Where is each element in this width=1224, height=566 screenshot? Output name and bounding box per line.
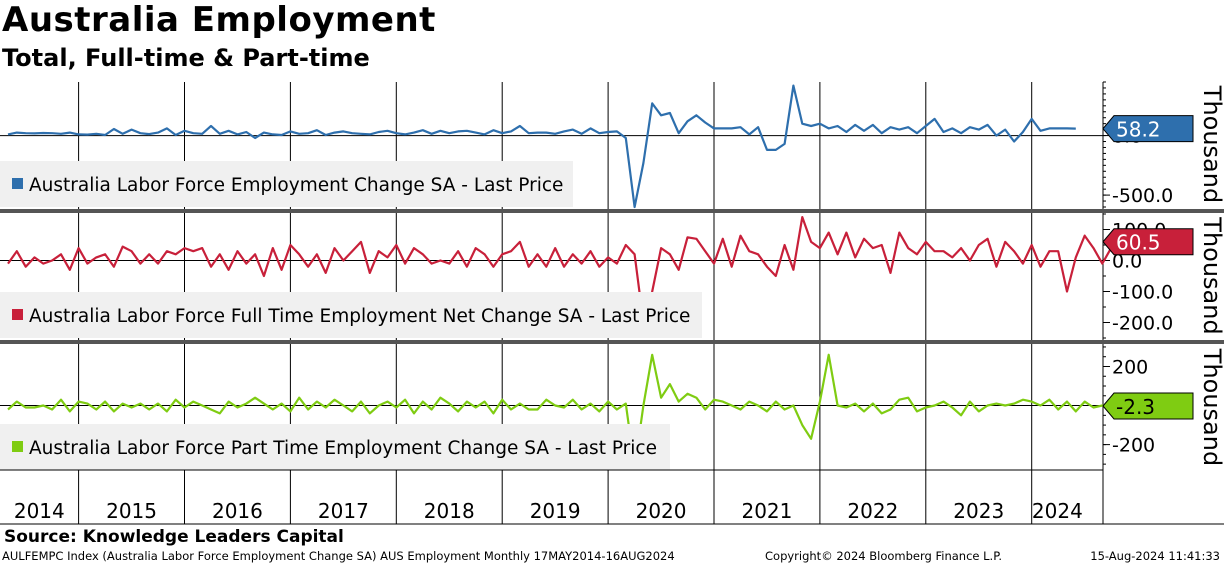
- last-value-label: 58.2: [1116, 118, 1161, 142]
- source-note: Source: Knowledge Leaders Capital: [4, 527, 344, 547]
- last-value-tag: [1102, 115, 1194, 143]
- legend-box: [0, 424, 670, 470]
- legend-box: [0, 292, 702, 338]
- series-line: [7, 353, 1112, 470]
- legend-label: Australia Labor Force Part Time Employme…: [29, 438, 657, 459]
- legend-label: Australia Labor Force Full Time Employme…: [29, 306, 690, 327]
- x-tick-label: 2021: [741, 499, 792, 523]
- x-tick-label: 2016: [212, 499, 263, 523]
- x-tick-label: 2018: [424, 499, 475, 523]
- panel-separator: [0, 340, 1224, 344]
- y-axis-unit-label: Thousand: [1198, 85, 1224, 203]
- last-value-label: -2.3: [1116, 395, 1155, 419]
- legend-swatch: [12, 309, 23, 320]
- x-tick-label: 2015: [106, 499, 157, 523]
- x-tick-label: 2020: [636, 499, 687, 523]
- x-tick-label: 2023: [953, 499, 1004, 523]
- y-tick-label: -200: [1112, 435, 1155, 457]
- series-line: [7, 216, 1130, 324]
- x-tick-label: 2024: [1032, 499, 1083, 523]
- y-tick-label: 200: [1112, 356, 1148, 378]
- legend-label: Australia Labor Force Employment Change …: [29, 175, 563, 196]
- y-tick-label: -100.0: [1112, 282, 1173, 304]
- y-axis-unit-label: Thousand: [1198, 216, 1224, 334]
- legend-swatch: [12, 441, 23, 452]
- x-tick-label: 2014: [14, 499, 65, 523]
- series-line: [7, 84, 1076, 209]
- last-value-label: 60.5: [1116, 231, 1161, 255]
- panel-separator: [0, 209, 1224, 213]
- legend-box: [0, 161, 573, 207]
- last-value-tag: [1102, 392, 1194, 420]
- x-tick-label: 2019: [530, 499, 581, 523]
- copyright-note: Copyright© 2024 Bloomberg Finance L.P.: [765, 549, 1002, 563]
- y-tick-label: -200.0: [1112, 313, 1173, 335]
- last-value-tag: [1102, 228, 1194, 256]
- ticker-description: AULFEMPC Index (Australia Labor Force Em…: [2, 549, 675, 563]
- legend-swatch: [12, 178, 23, 189]
- chart-subtitle: Total, Full-time & Part-time: [2, 44, 370, 72]
- chart-title: Australia Employment: [2, 0, 436, 40]
- timestamp: 15-Aug-2024 11:41:33: [1090, 549, 1220, 563]
- x-tick-label: 2022: [847, 499, 898, 523]
- y-tick-label: -500.0: [1112, 185, 1173, 207]
- y-axis-unit-label: Thousand: [1198, 348, 1224, 466]
- x-tick-label: 2017: [318, 499, 369, 523]
- y-tick-label: 0.0: [1112, 251, 1142, 273]
